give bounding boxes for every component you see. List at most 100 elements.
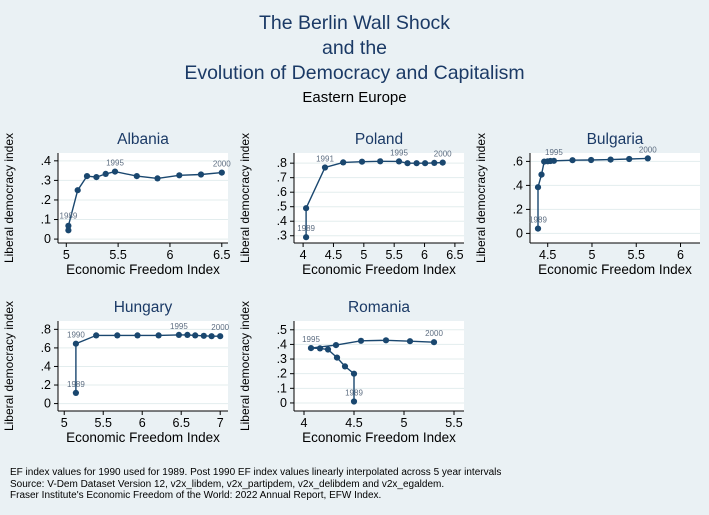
data-point xyxy=(184,331,191,338)
data-point xyxy=(382,337,390,344)
data-point xyxy=(538,171,545,178)
data-point xyxy=(431,159,438,166)
data-point xyxy=(93,332,100,339)
y-tick-label: .4 xyxy=(277,337,287,351)
year-label: 1989 xyxy=(529,216,547,225)
data-point xyxy=(72,389,79,396)
x-axis-title: Economic Freedom Index xyxy=(538,262,692,277)
data-point xyxy=(377,158,384,165)
x-tick-label: 6.5 xyxy=(173,416,190,430)
x-tick-label: 5 xyxy=(61,416,68,430)
data-point xyxy=(134,332,141,339)
y-axis-title: Liberal democracy index xyxy=(238,133,252,263)
data-point xyxy=(569,157,576,164)
footnote-source-vdem: Source: V-Dem Dataset Version 12, v2x_li… xyxy=(10,478,445,490)
year-label: 1989 xyxy=(67,380,85,389)
data-point xyxy=(176,172,183,179)
y-tick-label: .1 xyxy=(277,381,287,395)
year-label: 1991 xyxy=(316,155,334,164)
data-point xyxy=(208,333,215,340)
chart-panel-romania: 4 4.5 5 5.5 0.1.2.3.4.5 Romania Economic Freed… xyxy=(236,295,472,463)
panel-title: Hungary xyxy=(114,299,173,316)
x-tick-label: 5.5 xyxy=(109,248,126,262)
year-label: 1995 xyxy=(390,148,408,157)
y-tick-label: .7 xyxy=(277,171,287,185)
year-label: 1995 xyxy=(302,335,320,344)
x-axis-title: Economic Freedom Index xyxy=(66,430,220,445)
x-tick-label: 4.5 xyxy=(539,248,556,262)
x-tick-label: 5 xyxy=(63,248,70,262)
chart-svg-bulgaria: 4.5 5 5.5 6 0 .2 .4 .6 Bulgaria Economic Freedom … xyxy=(474,131,700,277)
y-tick-label: .1 xyxy=(41,213,51,227)
data-point xyxy=(422,160,429,167)
chart-svg-romania: 4 4.5 5 5.5 0.1.2.3.4.5 Romania Economic Freed… xyxy=(238,299,464,445)
data-point xyxy=(192,332,199,339)
x-tick-label: 6.5 xyxy=(213,248,230,262)
data-point xyxy=(83,173,91,180)
y-tick-label: .6 xyxy=(513,154,523,168)
data-point xyxy=(404,160,411,167)
panel-title: Romania xyxy=(348,299,410,316)
x-tick-label: 4.5 xyxy=(325,248,342,262)
data-point xyxy=(197,171,205,178)
chart-panel-poland: 4 4.5 5 5.5 6 6.5 .3.4.5.6.7.8 Poland Economic F… xyxy=(236,127,472,295)
graph-header: The Berlin Wall Shock and the Evolution … xyxy=(0,0,709,127)
year-label: 2000 xyxy=(434,150,452,159)
y-tick-label: .2 xyxy=(41,378,51,392)
year-label: 1995 xyxy=(545,148,563,157)
x-tick-label: 6 xyxy=(139,416,146,430)
data-point xyxy=(102,170,109,177)
y-tick-label: .4 xyxy=(277,214,287,228)
data-point xyxy=(550,157,557,164)
series-line xyxy=(67,170,222,231)
year-label: 2000 xyxy=(639,145,657,154)
y-tick-label: .4 xyxy=(41,359,51,373)
data-point xyxy=(65,227,72,234)
graph-title-line-2: and the xyxy=(321,37,388,59)
year-label: 1989 xyxy=(345,389,363,398)
data-point xyxy=(114,332,121,339)
y-tick-label: .4 xyxy=(513,178,523,192)
data-point xyxy=(93,174,100,181)
x-axis-title: Economic Freedom Index xyxy=(66,262,220,277)
x-tick-label: 6 xyxy=(166,248,173,262)
y-tick-label: .4 xyxy=(41,154,51,168)
x-tick-label: 5.5 xyxy=(385,248,402,262)
data-point xyxy=(413,160,420,167)
year-label: 2000 xyxy=(211,323,229,332)
year-label: 1995 xyxy=(170,322,188,331)
data-point xyxy=(430,339,438,346)
x-tick-label: 5 xyxy=(401,416,408,430)
graph-title-line-1: The Berlin Wall Shock xyxy=(258,12,451,34)
data-point xyxy=(111,168,119,175)
year-label: 1989 xyxy=(297,224,315,233)
data-point xyxy=(316,345,324,352)
x-tick-label: 4 xyxy=(301,416,308,430)
y-tick-label: .5 xyxy=(277,323,287,337)
panel-title: Bulgaria xyxy=(587,131,644,148)
data-point xyxy=(350,398,358,405)
data-point xyxy=(357,337,365,344)
x-tick-label: 6 xyxy=(421,248,428,262)
x-tick-label: 6 xyxy=(677,248,684,262)
y-axis-title: Liberal democracy index xyxy=(2,133,16,263)
chart-row-1: 5 5.5 6 6.5 0.1.2.3.4 Albania Economic Freedom… xyxy=(0,127,709,295)
data-point xyxy=(324,346,332,353)
x-tick-label: 5 xyxy=(589,248,596,262)
chart-svg-albania: 5 5.5 6 6.5 0 .1 .2 .3 .4 Albania Economic Freedom… xyxy=(2,131,231,277)
y-tick-label: 0 xyxy=(280,396,287,410)
data-point xyxy=(341,363,349,370)
chart-panel-hungary: 5 5.5 6 6.5 7 0 .2 .4 .6 .8 Hungary Economic Freedo… xyxy=(0,295,236,463)
data-point xyxy=(217,333,224,340)
y-tick-label: .6 xyxy=(41,341,51,355)
data-point xyxy=(321,164,329,171)
chart-panel-albania: 5 5.5 6 6.5 0 .1 .2 .3 .4 Albania Economic Freedom… xyxy=(0,127,236,295)
y-tick-label: 0 xyxy=(516,226,523,240)
data-point xyxy=(65,222,72,229)
y-tick-label: .2 xyxy=(277,367,287,381)
y-tick-label: .2 xyxy=(41,193,51,207)
x-tick-label: 7 xyxy=(217,416,224,430)
year-label: 1995 xyxy=(106,159,124,168)
x-tick-label: 4 xyxy=(300,248,307,262)
data-point xyxy=(133,173,140,180)
